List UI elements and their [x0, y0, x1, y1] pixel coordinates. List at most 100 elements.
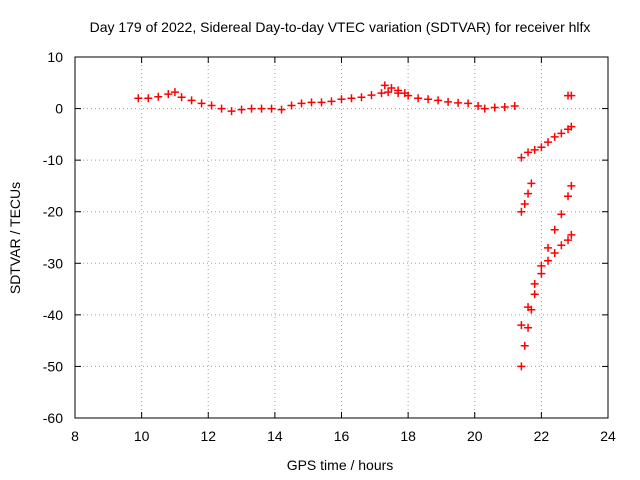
data-point — [567, 122, 576, 131]
data-point — [527, 179, 536, 188]
y-tick-label: -50 — [43, 358, 63, 374]
y-tick-label: -20 — [43, 204, 63, 220]
data-point — [207, 101, 216, 110]
data-point — [227, 107, 236, 116]
x-tick-label: 16 — [334, 428, 350, 444]
data-point — [347, 94, 356, 103]
data-point — [367, 91, 376, 100]
data-point — [277, 105, 286, 114]
data-point — [517, 321, 526, 330]
data-point — [517, 207, 526, 216]
chart-title: Day 179 of 2022, Sidereal Day-to-day VTE… — [90, 19, 591, 35]
data-point — [480, 104, 489, 113]
data-point — [337, 95, 346, 104]
data-point — [217, 104, 226, 113]
data-point — [197, 99, 206, 108]
data-point — [394, 86, 403, 95]
data-point — [237, 105, 246, 114]
data-point — [557, 129, 566, 138]
data-point — [500, 103, 509, 112]
data-point — [327, 97, 336, 106]
data-point — [557, 241, 566, 250]
data-point — [530, 290, 539, 299]
data-point — [424, 95, 433, 104]
x-tick-label: 10 — [134, 428, 150, 444]
data-point — [544, 243, 553, 252]
data-point — [530, 145, 539, 154]
x-tick-label: 24 — [600, 428, 616, 444]
data-point — [170, 88, 179, 97]
data-point — [544, 138, 553, 147]
data-point — [297, 99, 306, 108]
data-point — [454, 98, 463, 107]
data-point — [524, 148, 533, 157]
data-point — [377, 89, 386, 98]
data-point — [520, 341, 529, 350]
data-point — [267, 104, 276, 113]
y-tick-label: -10 — [43, 152, 63, 168]
data-points — [134, 81, 576, 371]
data-point — [557, 210, 566, 219]
data-point — [247, 104, 256, 113]
data-point — [434, 96, 443, 105]
tick-marks — [74, 56, 609, 419]
data-point — [550, 132, 559, 141]
data-point — [187, 96, 196, 105]
data-point — [550, 225, 559, 234]
data-point — [510, 101, 519, 110]
data-point — [384, 88, 393, 97]
data-point — [154, 92, 163, 101]
data-point — [524, 303, 533, 312]
data-point — [400, 89, 409, 98]
x-tick-label: 18 — [400, 428, 416, 444]
y-tick-label: 0 — [55, 101, 63, 117]
x-axis-label: GPS time / hours — [287, 457, 394, 473]
data-point — [517, 153, 526, 162]
data-point — [537, 269, 546, 278]
data-point — [537, 261, 546, 270]
data-point — [464, 99, 473, 108]
x-tick-label: 12 — [200, 428, 216, 444]
y-tick-labels: 10 0 -10 -20 -30 -40 -50 -60 — [43, 49, 63, 426]
y-tick-label: -60 — [43, 410, 63, 426]
data-point — [524, 323, 533, 332]
data-point — [444, 97, 453, 106]
y-tick-label: -30 — [43, 255, 63, 271]
data-point — [357, 93, 366, 102]
data-point — [490, 103, 499, 112]
data-point — [567, 91, 576, 100]
x-tick-label: 8 — [71, 428, 79, 444]
data-point — [414, 94, 423, 103]
data-point — [517, 362, 526, 371]
data-point — [530, 279, 539, 288]
x-tick-label: 20 — [467, 428, 483, 444]
data-point — [177, 93, 186, 102]
x-tick-labels: 8 10 12 14 16 18 20 22 24 — [71, 428, 616, 444]
y-tick-label: 10 — [47, 49, 63, 65]
data-point — [387, 83, 396, 92]
y-axis-label: SDTVAR / TECUs — [7, 182, 23, 294]
data-point — [537, 143, 546, 152]
data-point — [524, 189, 533, 198]
data-point — [164, 90, 173, 99]
data-point — [307, 98, 316, 107]
y-tick-label: -40 — [43, 307, 63, 323]
data-point — [474, 101, 483, 110]
data-point — [567, 181, 576, 190]
data-point — [134, 94, 143, 103]
data-point — [317, 98, 326, 107]
x-tick-label: 22 — [534, 428, 550, 444]
data-point — [287, 101, 296, 110]
data-point — [144, 94, 153, 103]
data-point — [544, 256, 553, 265]
data-point — [380, 81, 389, 90]
x-tick-label: 14 — [267, 428, 283, 444]
data-point — [520, 199, 529, 208]
data-point — [564, 192, 573, 201]
data-point — [564, 236, 573, 245]
data-point — [567, 230, 576, 239]
data-point — [550, 248, 559, 257]
data-point — [257, 104, 266, 113]
